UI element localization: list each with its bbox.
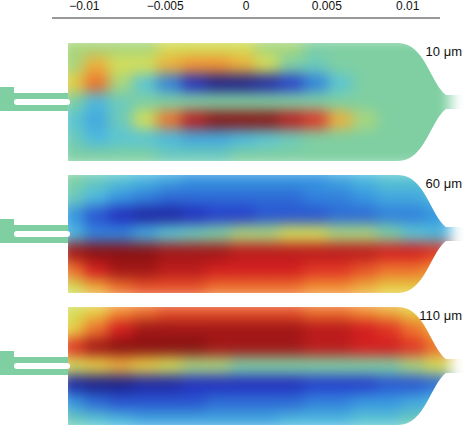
svg-text:60 μm: 60 μm	[426, 176, 462, 191]
svg-text:0.01: 0.01	[396, 0, 420, 13]
svg-text:0: 0	[243, 0, 250, 13]
svg-text:10 μm: 10 μm	[426, 44, 462, 59]
svg-text:110 μm: 110 μm	[419, 308, 462, 323]
svg-text:−0.005: −0.005	[147, 0, 184, 13]
svg-text:−0.01: −0.01	[69, 0, 100, 13]
svg-text:0.005: 0.005	[312, 0, 342, 13]
